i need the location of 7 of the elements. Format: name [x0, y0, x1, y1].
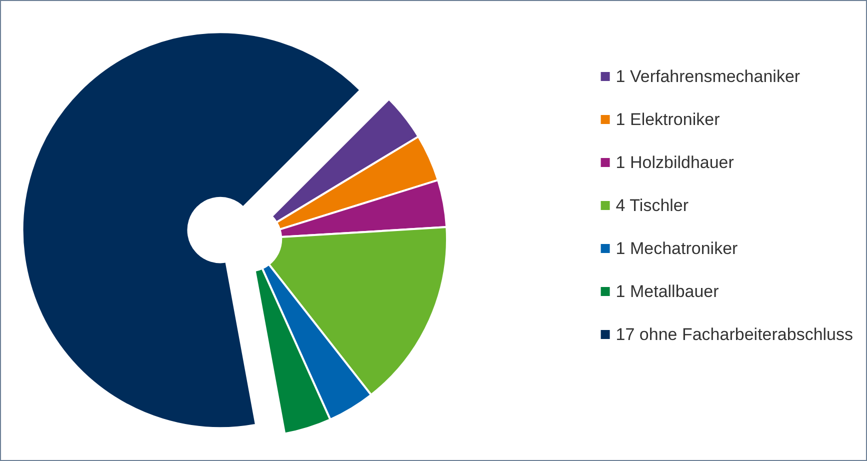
legend-label: 1 Mechatroniker [616, 239, 738, 258]
legend-label: 4 Tischler [616, 196, 689, 215]
legend-label: 1 Elektroniker [616, 110, 720, 129]
legend-label: 1 Holzbildhauer [616, 153, 734, 172]
legend-label: 17 ohne Facharbeiterabschluss [616, 325, 853, 344]
legend-label: 1 Metallbauer [616, 282, 720, 301]
legend-label: 1 Verfahrensmechaniker [616, 67, 800, 86]
